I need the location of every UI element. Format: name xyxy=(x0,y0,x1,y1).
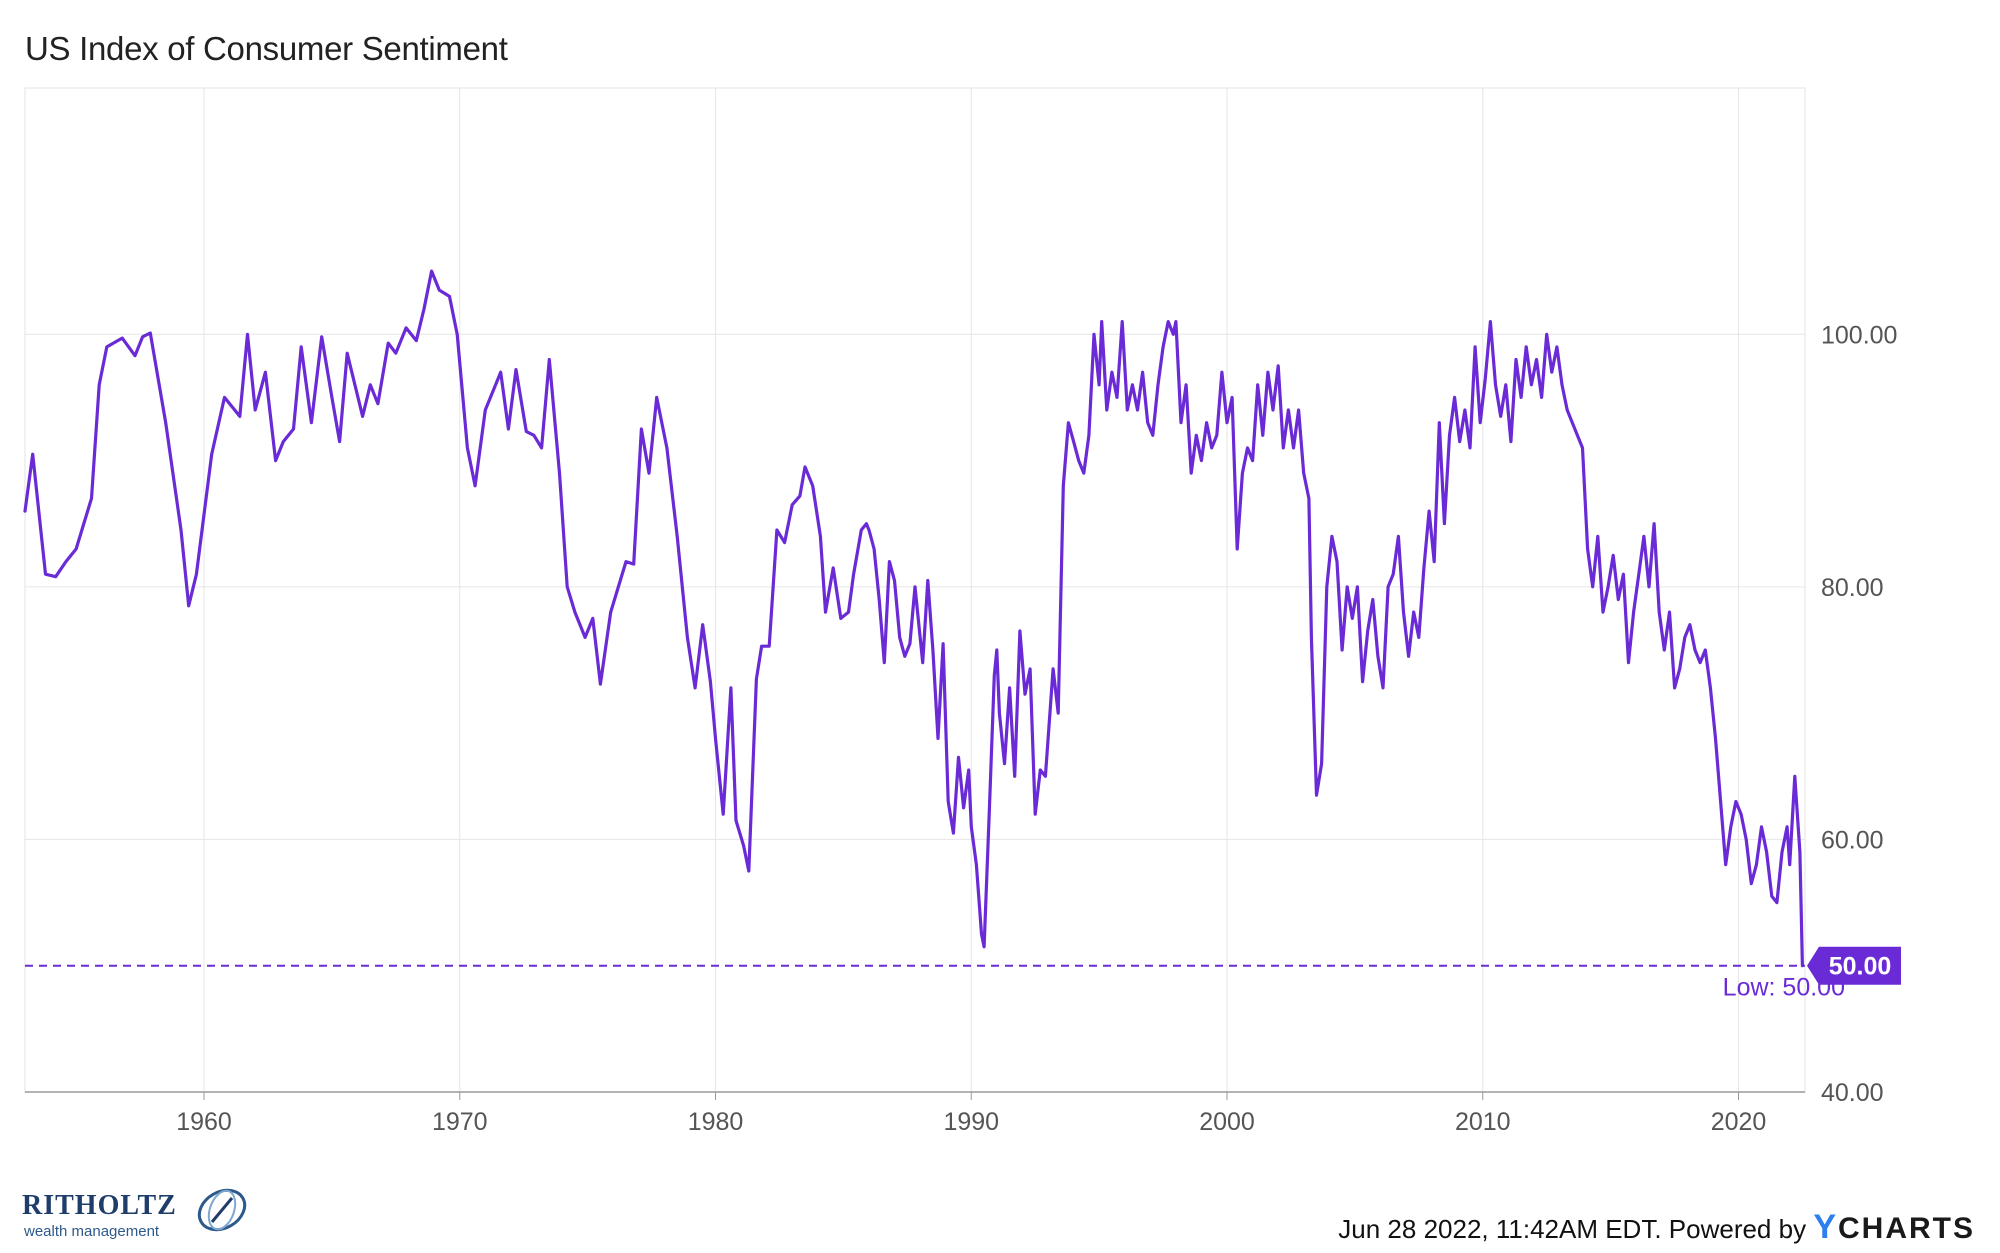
series-group xyxy=(23,269,1804,968)
ycharts-brand-y: Y xyxy=(1813,1208,1838,1246)
y-axis-ticks: 100.00 80.00 60.00 40.00 xyxy=(1821,321,1897,1107)
ycharts-brand[interactable]: YCHARTS xyxy=(1813,1208,1975,1246)
compass-logo-icon xyxy=(197,1188,247,1232)
current-value-badge xyxy=(1807,946,1901,985)
x-tick-label: 2020 xyxy=(1711,1108,1767,1136)
x-tick-label: 2000 xyxy=(1199,1108,1255,1136)
y-tick-label: 100.00 xyxy=(1821,321,1897,349)
x-tick-label: 1970 xyxy=(432,1108,488,1136)
logo-subtitle: wealth management xyxy=(24,1223,160,1240)
axes xyxy=(24,87,1806,1100)
ritholtz-logo: RITHOLTZ wealth management xyxy=(22,1180,252,1240)
x-axis-ticks: 1960 1970 1980 1990 2000 2010 2020 xyxy=(176,1108,1766,1136)
x-tick-label: 1980 xyxy=(688,1108,744,1136)
series-line xyxy=(23,269,1804,968)
x-tick-label: 1990 xyxy=(943,1108,999,1136)
x-tick-label: 1960 xyxy=(176,1108,232,1136)
y-tick-label: 60.00 xyxy=(1821,826,1884,854)
ycharts-brand-rest: CHARTS xyxy=(1838,1212,1975,1245)
chart-title: US Index of Consumer Sentiment xyxy=(25,30,508,67)
current-value-label: 50.00 xyxy=(1829,953,1892,981)
x-tick-label: 2010 xyxy=(1455,1108,1511,1136)
logo-name: RITHOLTZ xyxy=(22,1190,177,1221)
y-tick-label: 80.00 xyxy=(1821,574,1884,602)
y-tick-label: 40.00 xyxy=(1821,1079,1884,1107)
footer-timestamp: Jun 28 2022, 11:42AM EDT. Powered by xyxy=(1338,1214,1807,1244)
low-label: Low: 50.00 xyxy=(1723,974,1845,1002)
footer: Jun 28 2022, 11:42AM EDT. Powered by YCH… xyxy=(1338,1208,1975,1247)
